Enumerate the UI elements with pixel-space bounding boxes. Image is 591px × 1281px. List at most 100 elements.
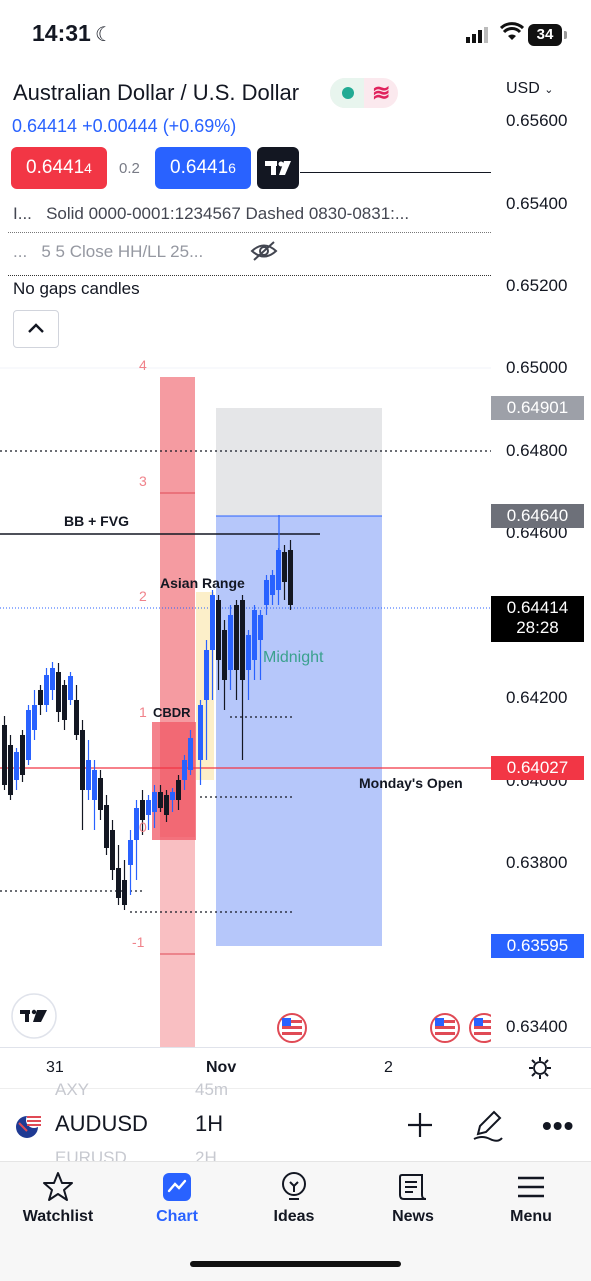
wifi-icon	[500, 22, 524, 40]
indicator-sessions[interactable]: I... Solid 0000-0001:1234567 Dashed 0830…	[13, 204, 409, 224]
newspaper-icon	[399, 1174, 427, 1200]
symbol-title[interactable]: Australian Dollar / U.S. Dollar	[13, 80, 300, 105]
candle-body	[98, 778, 103, 810]
target-price-tag: 0.64901	[491, 396, 584, 420]
price-chart[interactable]: BB + FVG Asian Range Midnight CBDR Monda…	[0, 340, 491, 1047]
indicator-sessions-short: I...	[13, 204, 32, 223]
collapse-legend-button[interactable]	[13, 310, 59, 348]
candle-body	[282, 552, 287, 582]
stop-zone[interactable]	[216, 516, 382, 946]
candle-body	[228, 615, 233, 670]
us-event-flag-icon[interactable]	[469, 1013, 491, 1043]
symbol-selector[interactable]: AUDUSD	[55, 1111, 148, 1136]
indicator-sessions-label: Solid 0000-0001:1234567 Dashed 0830-0831…	[46, 204, 410, 223]
sell-price: 0.6441	[26, 157, 85, 178]
candle-body	[122, 880, 127, 905]
price-change-line: 0.64414 +0.00444 (+0.69%)	[12, 116, 236, 137]
mondays-open-price-tag: 0.64027	[491, 756, 584, 780]
candle-body	[198, 705, 203, 760]
candle-body	[62, 685, 67, 720]
spread-value: 0.2	[119, 160, 140, 177]
level-label-0: 0	[139, 819, 147, 835]
candle-body	[32, 705, 37, 730]
hidden-eye-icon[interactable]	[250, 240, 278, 262]
time-axis-label: 2	[384, 1059, 393, 1076]
us-event-flag-icon[interactable]	[277, 1013, 307, 1043]
candle-body	[240, 600, 245, 680]
nav-chart[interactable]: Chart	[127, 1170, 227, 1226]
time-axis[interactable]	[0, 1047, 591, 1088]
nav-watchlist-label: Watchlist	[22, 1208, 94, 1225]
price-change: +0.00444	[82, 116, 158, 136]
status-bar: 14:31 ☾ 34	[0, 0, 591, 70]
candle-body	[222, 630, 227, 680]
us-event-flag-icon[interactable]	[430, 1013, 460, 1043]
indicator-hhll[interactable]: ... 5 5 Close HH/LL 25...	[13, 242, 203, 262]
chart-icon	[163, 1173, 191, 1201]
level-label-1: 1	[139, 704, 147, 720]
chart-settings-gear-icon[interactable]	[528, 1056, 552, 1080]
nav-news-label: News	[392, 1208, 434, 1225]
asian-range-label: Asian Range	[160, 575, 245, 591]
price-axis-label: 0.65200	[506, 276, 568, 295]
candle-body	[258, 615, 263, 640]
drawing-pen-icon[interactable]	[472, 1108, 504, 1142]
candle-body	[104, 805, 109, 848]
candle-body	[44, 675, 49, 705]
symbol-picker-previous[interactable]: AXY	[55, 1080, 90, 1099]
currency-label: USD	[506, 80, 540, 97]
candle-body	[276, 550, 281, 590]
indicator-hhll-short: ...	[13, 242, 28, 261]
nav-chart-label: Chart	[156, 1208, 198, 1225]
current-price-tag: 0.64414 28:28	[491, 596, 584, 642]
candle-body	[116, 868, 121, 898]
price-axis-label: 0.63800	[506, 853, 568, 872]
sell-button[interactable]: 0.64414	[11, 147, 107, 189]
indicator-divider-2	[8, 275, 491, 276]
candle-body	[8, 745, 13, 795]
nav-news[interactable]: News	[363, 1170, 463, 1226]
candle-body	[270, 575, 275, 595]
candle-body	[92, 770, 97, 800]
tradingview-trade-button[interactable]	[257, 147, 299, 189]
timeframe-selector[interactable]: 1H	[195, 1111, 224, 1136]
midnight-label: Midnight	[263, 649, 324, 666]
price-axis-label: 0.64800	[506, 441, 568, 460]
bar-countdown: 28:28	[516, 618, 559, 637]
price-axis-label: 0.65600	[506, 111, 568, 130]
candle-body	[210, 595, 215, 650]
tradingview-watermark-icon[interactable]	[11, 993, 57, 1039]
currency-selector[interactable]: USD ⌄	[506, 80, 553, 98]
symbol-toolbar	[0, 1088, 591, 1161]
nav-ideas-label: Ideas	[273, 1208, 315, 1225]
time-axis-label: Nov	[206, 1059, 237, 1076]
price-axis-label: 0.65000	[506, 358, 568, 377]
candle-body	[74, 700, 79, 735]
status-time: 14:31	[32, 20, 91, 46]
buy-price: 0.6441	[170, 157, 229, 178]
candle-body	[170, 792, 175, 800]
candle-body	[128, 840, 133, 865]
target-zone[interactable]	[216, 408, 382, 516]
home-indicator	[190, 1261, 401, 1267]
add-plus-icon[interactable]	[406, 1111, 434, 1139]
nav-watchlist[interactable]: Watchlist	[8, 1170, 108, 1226]
nav-ideas[interactable]: Ideas	[244, 1170, 344, 1226]
indicator-hhll-label: 5 5 Close HH/LL 25...	[41, 242, 204, 261]
candle-body	[204, 650, 209, 700]
nav-menu[interactable]: Menu	[481, 1170, 581, 1226]
buy-button[interactable]: 0.64416	[155, 147, 251, 189]
candle-body	[288, 550, 293, 605]
more-options-icon[interactable]: •••	[542, 1110, 575, 1141]
candle-body	[134, 808, 139, 840]
timeframe-picker-previous[interactable]: 45m	[195, 1080, 229, 1099]
candle-body	[20, 735, 25, 775]
candle-body	[182, 760, 187, 780]
star-icon	[43, 1172, 73, 1201]
price-line-upper	[300, 172, 491, 173]
sell-price-pip: 4	[84, 160, 92, 176]
indicator-no-gaps[interactable]: No gaps candles	[13, 279, 140, 298]
lightbulb-icon	[282, 1172, 306, 1200]
chevron-up-icon	[28, 323, 44, 333]
candlestick-series	[2, 515, 293, 910]
